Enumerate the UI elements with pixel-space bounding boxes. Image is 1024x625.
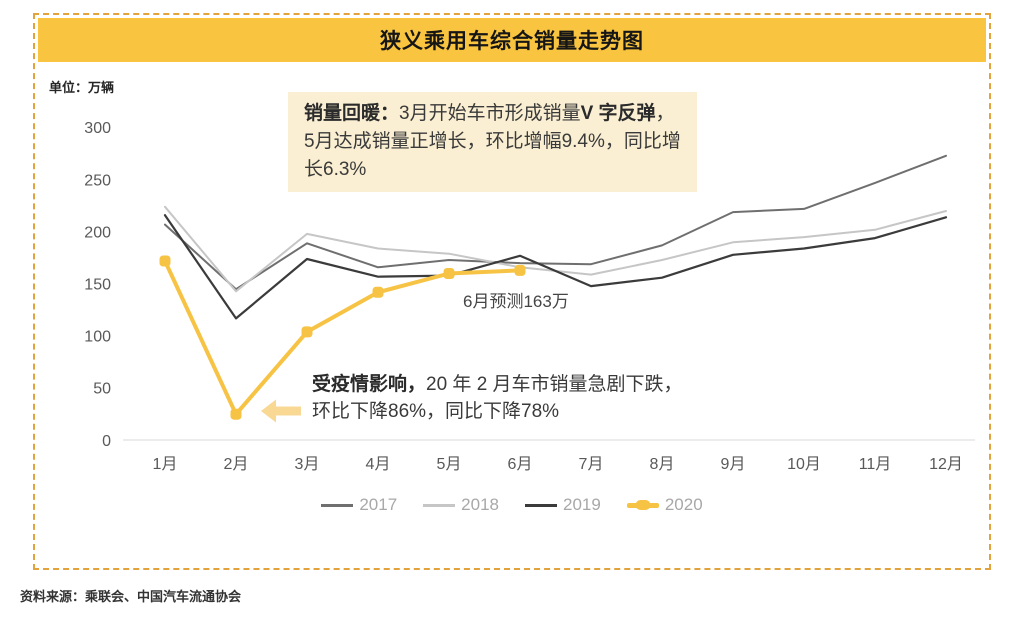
legend-swatch-2017 <box>321 503 354 507</box>
svg-text:50: 50 <box>93 381 111 398</box>
legend-item-2017: 2017 <box>321 495 397 515</box>
svg-text:1月: 1月 <box>153 456 178 473</box>
svg-text:0: 0 <box>102 433 111 450</box>
legend-swatch-2019 <box>525 503 557 507</box>
dashed-frame: 狭义乘用车综合销量走势图 单位：万辆 0 50 100 150 200 250 300 1月 2… <box>33 13 991 570</box>
svg-text:5月: 5月 <box>437 456 462 473</box>
svg-text:300: 300 <box>84 120 111 137</box>
svg-text:2月: 2月 <box>224 456 249 473</box>
legend-label: 2020 <box>664 495 703 514</box>
svg-text:12月: 12月 <box>929 456 963 473</box>
legend-item-2018: 2018 <box>423 495 499 515</box>
title-banner: 狭义乘用车综合销量走势图 <box>38 18 986 62</box>
left-arrow-icon <box>261 399 301 423</box>
forecast-annotation: 6月预测163万 <box>463 292 569 311</box>
legend-swatch-2018 <box>423 503 456 507</box>
svg-text:11月: 11月 <box>859 456 892 473</box>
svg-text:100: 100 <box>84 329 111 346</box>
svg-text:250: 250 <box>84 172 111 189</box>
legend-label: 2018 <box>461 495 499 514</box>
unit-label: 单位：万辆 <box>49 80 115 95</box>
svg-text:3月: 3月 <box>295 456 320 473</box>
svg-text:8月: 8月 <box>650 456 675 473</box>
svg-text:150: 150 <box>84 276 111 293</box>
svg-text:200: 200 <box>84 224 111 241</box>
svg-text:10月: 10月 <box>787 456 821 473</box>
page-title: 狭义乘用车综合销量走势图 <box>380 30 644 53</box>
svg-text:6月: 6月 <box>508 456 533 473</box>
recovery-annotation: 销量回暖：3月开始车市形成销量V 字反弹， 5月达成销量正增长，环比增幅9.4%，… <box>288 92 697 192</box>
source-note: 资料来源：乘联会、中国汽车流通协会 <box>20 589 242 604</box>
legend: 2017 2018 2019 2020 <box>35 495 989 515</box>
svg-text:7月: 7月 <box>579 456 604 473</box>
legend-item-2020: 2020 <box>626 495 703 515</box>
sales-trend-chart: 0 50 100 150 200 250 300 1月 2月 3月 4月 5月 6月 7月 8月 9月 10月 1… <box>84 120 975 473</box>
svg-text:9月: 9月 <box>721 456 746 473</box>
legend-label: 2017 <box>359 495 398 514</box>
legend-label: 2019 <box>563 495 601 514</box>
covid-annotation: 受疫情影响，20 年 2 月车市销量急剧下跌， 环比下降86%，同比下降78% <box>312 374 683 422</box>
legend-item-2019: 2019 <box>525 495 601 515</box>
svg-text:4月: 4月 <box>366 456 391 473</box>
legend-swatch-2020 <box>626 500 659 510</box>
